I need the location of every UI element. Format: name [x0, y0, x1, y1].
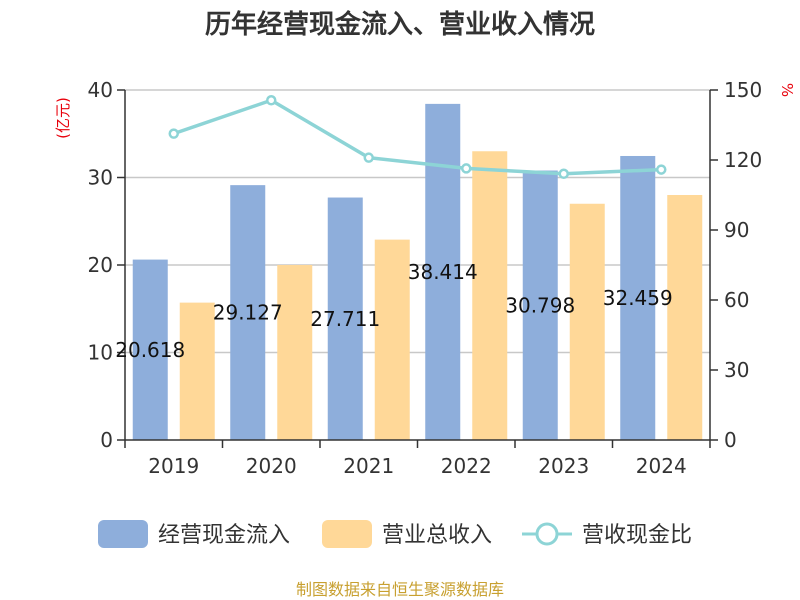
ratio-line-path: [173, 98, 662, 176]
data-label: 27.711: [310, 307, 380, 331]
legend-label: 营业总收入: [382, 523, 492, 548]
gridlines: [125, 89, 710, 354]
y-axis-tick-label: 40: [88, 78, 113, 102]
legend: 经营现金流入 营业总收入 营收现金比: [98, 520, 692, 548]
bar-cash-inflow: [132, 259, 168, 440]
data-label: 20.618: [115, 338, 185, 362]
x-axis-tick-label: 2022: [441, 454, 492, 478]
ratio-point: [363, 152, 374, 163]
bar-revenue: [472, 151, 508, 440]
ratio-line: [168, 95, 667, 180]
y2-axis-tick-label: 30: [724, 358, 749, 382]
x-axis-tick-label: 2020: [246, 454, 297, 478]
data-label: 29.127: [213, 301, 283, 325]
y2-axis-tick-label: 120: [724, 148, 762, 172]
bar-revenue: [179, 302, 215, 440]
y2-axis-tick-label: 60: [724, 288, 749, 312]
y-axis-tick-label: 0: [100, 428, 113, 452]
x-axis-tick-label: 2024: [636, 454, 687, 478]
legend-label: 营收现金比: [582, 523, 692, 548]
x-axis-tick-label: 2019: [148, 454, 199, 478]
ratio-point: [558, 168, 569, 180]
chart-title: 历年经营现金流入、营业收入情况: [205, 9, 595, 40]
bars: [132, 103, 703, 440]
data-labels: 20.618 29.127 27.711 38.414 30.798 32.459: [115, 260, 672, 362]
bar-revenue: [374, 239, 410, 440]
bar-cash-inflow: [230, 185, 266, 440]
legend-swatch: [322, 520, 372, 548]
y2-axis-tick-label: 0: [724, 428, 737, 452]
bar-revenue: [667, 195, 703, 440]
data-label: 30.798: [505, 293, 575, 317]
source-note: 制图数据来自恒生聚源数据库: [296, 580, 504, 599]
y2-axis-tick-label: 150: [724, 78, 762, 102]
y-axis-tick-label: 10: [88, 341, 113, 365]
y-axis-tick-label: 30: [88, 166, 113, 190]
ratio-point: [266, 95, 277, 106]
y-axis-unit: (亿元): [54, 97, 72, 139]
legend-marker: [535, 522, 559, 546]
bar-cash-inflow: [327, 197, 363, 440]
ratio-point: [461, 163, 472, 174]
bar-revenue: [569, 203, 605, 440]
ratio-point: [656, 164, 667, 175]
ratio-point: [168, 128, 179, 139]
x-axis-tick-label: 2023: [538, 454, 589, 478]
y-axis-tick-label: 20: [88, 253, 113, 277]
legend-label: 经营现金流入: [158, 523, 290, 548]
legend-swatch: [98, 520, 148, 548]
bar-cash-inflow: [620, 155, 656, 440]
data-label: 38.414: [408, 260, 478, 284]
data-label: 32.459: [603, 286, 673, 310]
bar-revenue: [277, 265, 313, 440]
y2-axis-tick-label: 90: [724, 218, 749, 242]
bar-cash-inflow: [425, 103, 461, 440]
axes: 0 10 20 30 40 0 30 60 90 120 150 2019 2020 2021 2022 20…: [88, 78, 763, 478]
y2-axis-unit: %: [778, 83, 796, 97]
x-axis-tick-label: 2021: [343, 454, 394, 478]
bar-cash-inflow: [522, 170, 558, 440]
